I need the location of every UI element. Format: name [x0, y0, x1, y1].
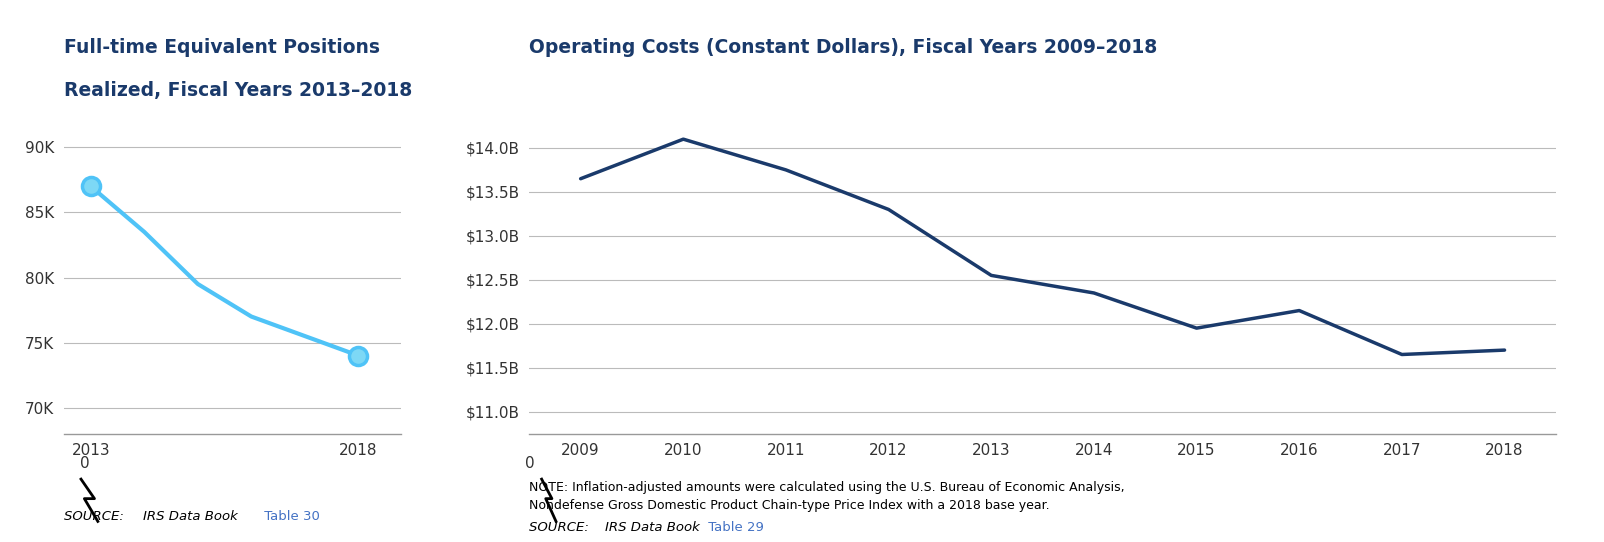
Text: SOURCE:: SOURCE:	[64, 511, 128, 524]
Text: IRS Data Book: IRS Data Book	[605, 521, 699, 534]
Text: Nondefense Gross Domestic Product Chain-type Price Index with a 2018 base year.: Nondefense Gross Domestic Product Chain-…	[529, 500, 1051, 513]
Text: 0: 0	[525, 456, 534, 472]
Text: Table 30: Table 30	[260, 511, 319, 524]
Text: Table 29: Table 29	[704, 521, 764, 534]
Text: SOURCE:: SOURCE:	[529, 521, 593, 534]
Text: Realized, Fiscal Years 2013–2018: Realized, Fiscal Years 2013–2018	[64, 81, 412, 100]
Text: IRS Data Book: IRS Data Book	[143, 511, 237, 524]
Text: Operating Costs (Constant Dollars), Fiscal Years 2009–2018: Operating Costs (Constant Dollars), Fisc…	[529, 38, 1158, 57]
Text: 0: 0	[80, 456, 90, 472]
Text: NOTE: Inflation-adjusted amounts were calculated using the U.S. Bureau of Econom: NOTE: Inflation-adjusted amounts were ca…	[529, 481, 1124, 494]
Text: Full-time Equivalent Positions: Full-time Equivalent Positions	[64, 38, 380, 57]
